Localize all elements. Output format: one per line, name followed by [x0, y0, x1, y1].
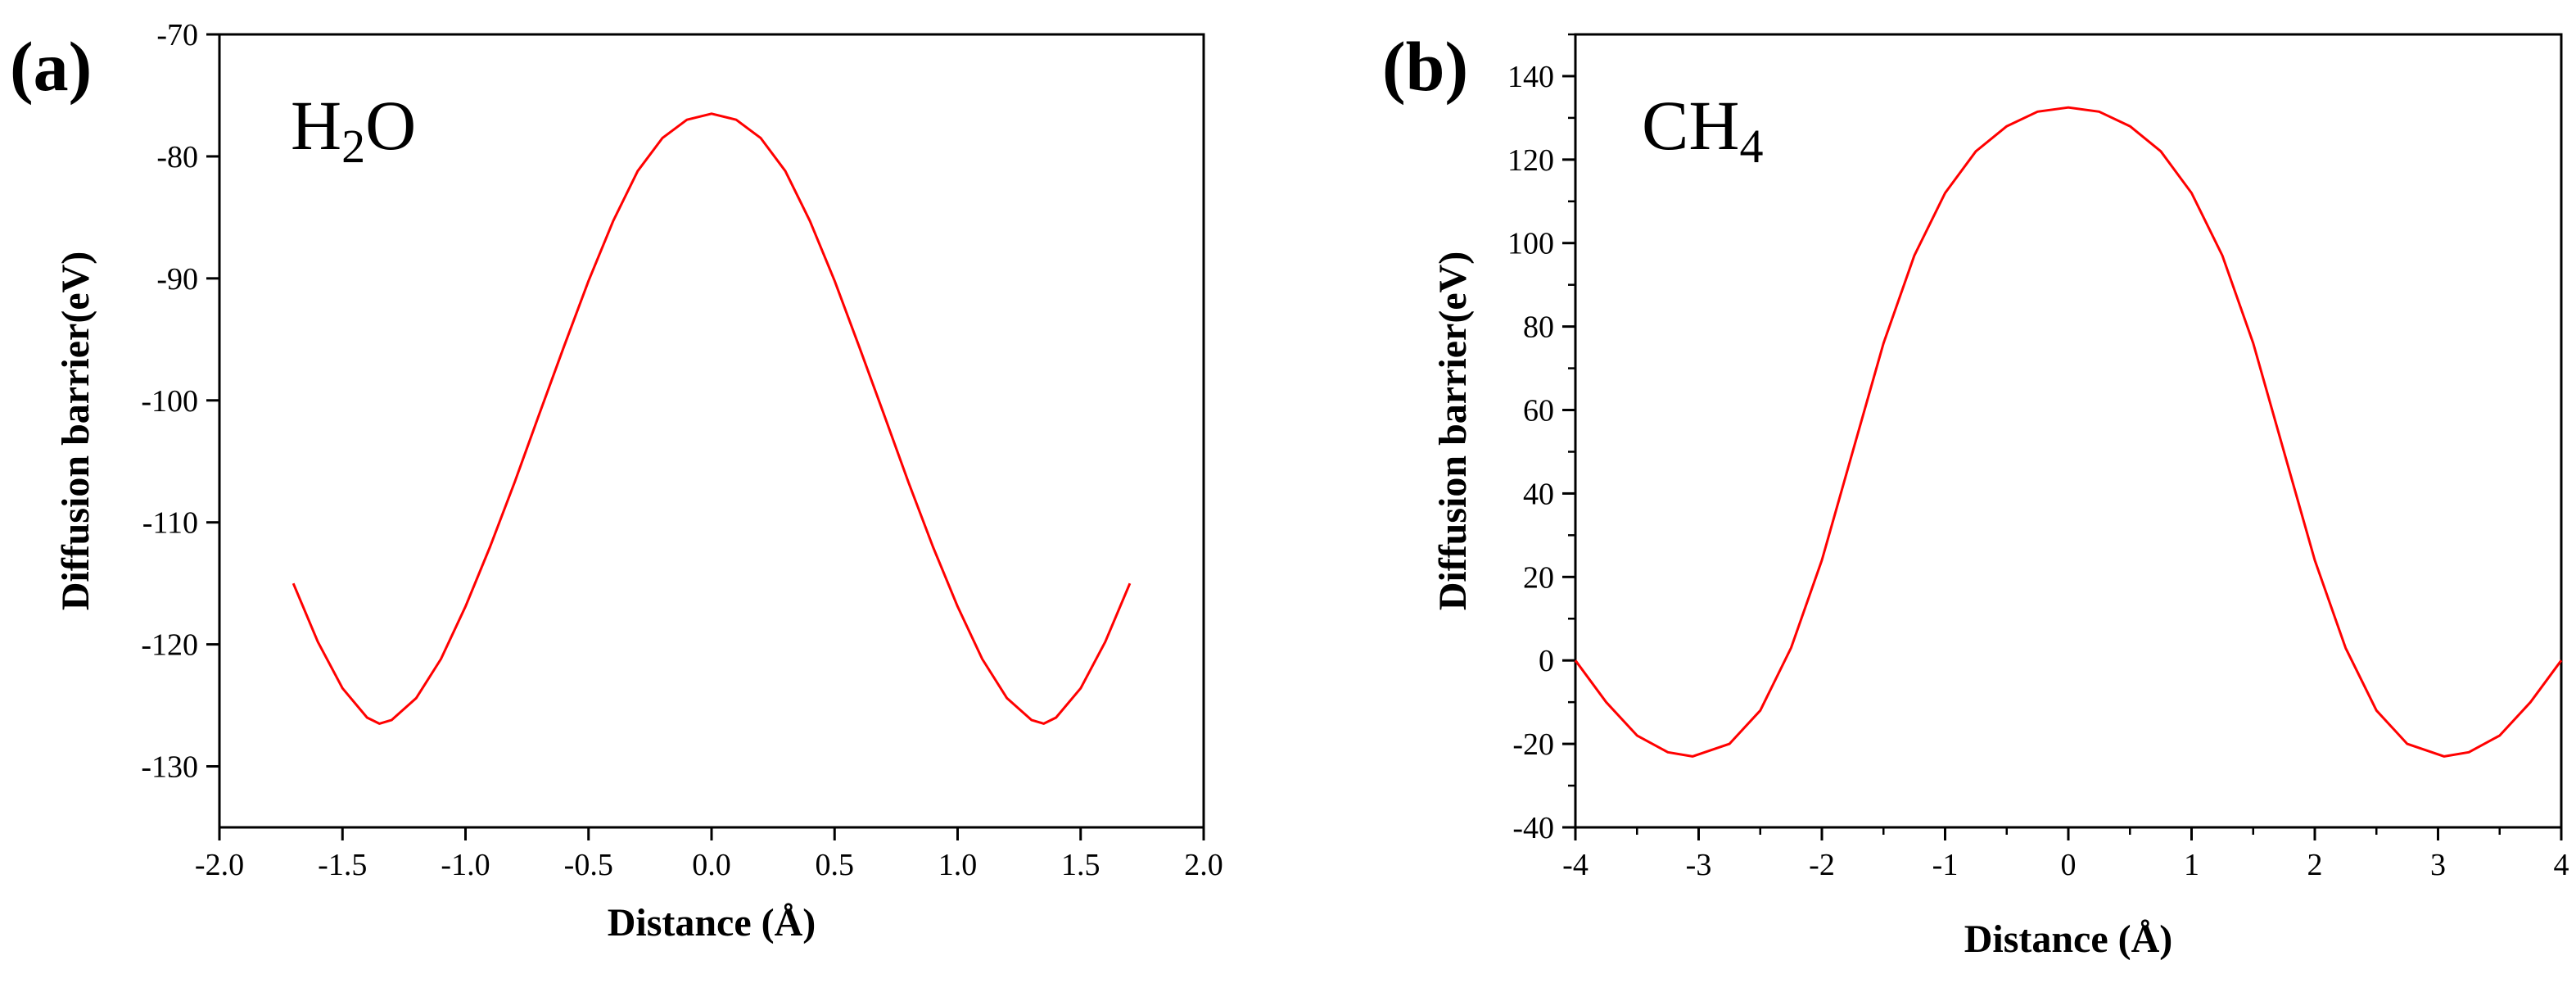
panel-b-series-line	[1574, 106, 2563, 758]
panel-a-x-tick-label: 0.0	[692, 848, 731, 882]
panel-b-x-tick-label: -4	[1562, 848, 1589, 882]
panel-b-y-tick-label: 0	[1539, 644, 1554, 678]
panel-a-y-axis-title: Diffusion barrier(eV)	[54, 251, 97, 611]
panel-a-y-tick-label: -70	[156, 18, 198, 52]
panel-b-y-tick-label: -40	[1512, 811, 1554, 845]
panel-a-y-tick-label: -100	[141, 384, 198, 419]
panel-b-x-tick-label: 0	[2061, 848, 2077, 882]
panel-b-y-tick-label: 80	[1523, 310, 1554, 345]
panel-a-x-tick-label: -0.5	[564, 848, 613, 882]
panel-a-label: (a)	[10, 27, 92, 106]
panel-b-x-tick-label: -1	[1932, 848, 1959, 882]
panel-b-methane: (b) CH4 -4 -3 -2 -1 0 1 2 3 4-40-200204060801001…	[1382, 27, 2569, 961]
panel-a-y-tick-label: -80	[156, 140, 198, 174]
panel-b-x-tick-label: 4	[2554, 848, 2569, 882]
panel-b-y-axis-title: Diffusion barrier(eV)	[1431, 251, 1475, 611]
panel-a-x-tick-label: 2.0	[1184, 848, 1223, 882]
panel-b-x-tick-label: 3	[2430, 848, 2446, 882]
panel-b-molecule-base: CH	[1642, 86, 1739, 165]
panel-b-molecule-subscript: 4	[1739, 120, 1763, 173]
panel-a-x-tick-label: 0.5	[816, 848, 855, 882]
panel-a-y-tick-label: -90	[156, 262, 198, 297]
panel-b-molecule-label: CH4	[1642, 86, 1763, 173]
panel-b-y-tick-label: 120	[1507, 143, 1554, 178]
panel-b-x-tick-label: 2	[2307, 848, 2323, 882]
panel-a-x-tick-label: -1.5	[318, 848, 367, 882]
panel-a-y-tick-label: -120	[141, 628, 198, 663]
panel-b-label: (b)	[1382, 27, 1468, 106]
panel-a-x-tick-label: -2.0	[195, 848, 244, 882]
panel-a-molecule-suffix: O	[365, 86, 416, 165]
panel-a-series-line	[291, 112, 1132, 725]
panel-a-x-axis-title: Distance (Å)	[608, 901, 816, 944]
panel-a-water: (a) H2O -2.0 -1.5 -1.0 -0.5 0.0 0.5 1.0 1.5 2.0 -…	[10, 18, 1223, 944]
panel-a-x-tick-label: 1.5	[1061, 848, 1100, 882]
panel-b-x-tick-label: -2	[1809, 848, 1835, 882]
panel-a-y-tick-label: -110	[142, 506, 198, 541]
panel-b-x-tick-label: -3	[1686, 848, 1712, 882]
panel-b-x-axis-title: Distance (Å)	[1964, 917, 2173, 961]
panel-b-y-tick-label: -20	[1512, 727, 1554, 762]
panel-b-y-tick-label: 60	[1523, 394, 1554, 428]
panel-b-y-tick-label: 20	[1523, 560, 1554, 595]
panel-a-molecule-base: H	[291, 86, 341, 165]
panel-b-x-tick-label: 1	[2184, 848, 2199, 882]
panel-a-y-tick-label: -130	[141, 750, 198, 785]
panel-b-y-tick-label: 140	[1507, 60, 1554, 94]
panel-b-y-tick-label: 100	[1507, 227, 1554, 261]
panel-a-molecule-label: H2O	[291, 86, 416, 173]
panel-a-x-tick-label: 1.0	[938, 848, 978, 882]
panel-a-molecule-subscript: 2	[341, 120, 365, 173]
panel-b-y-tick-label: 40	[1523, 477, 1554, 511]
panel-a-x-tick-label: -1.0	[441, 848, 490, 882]
